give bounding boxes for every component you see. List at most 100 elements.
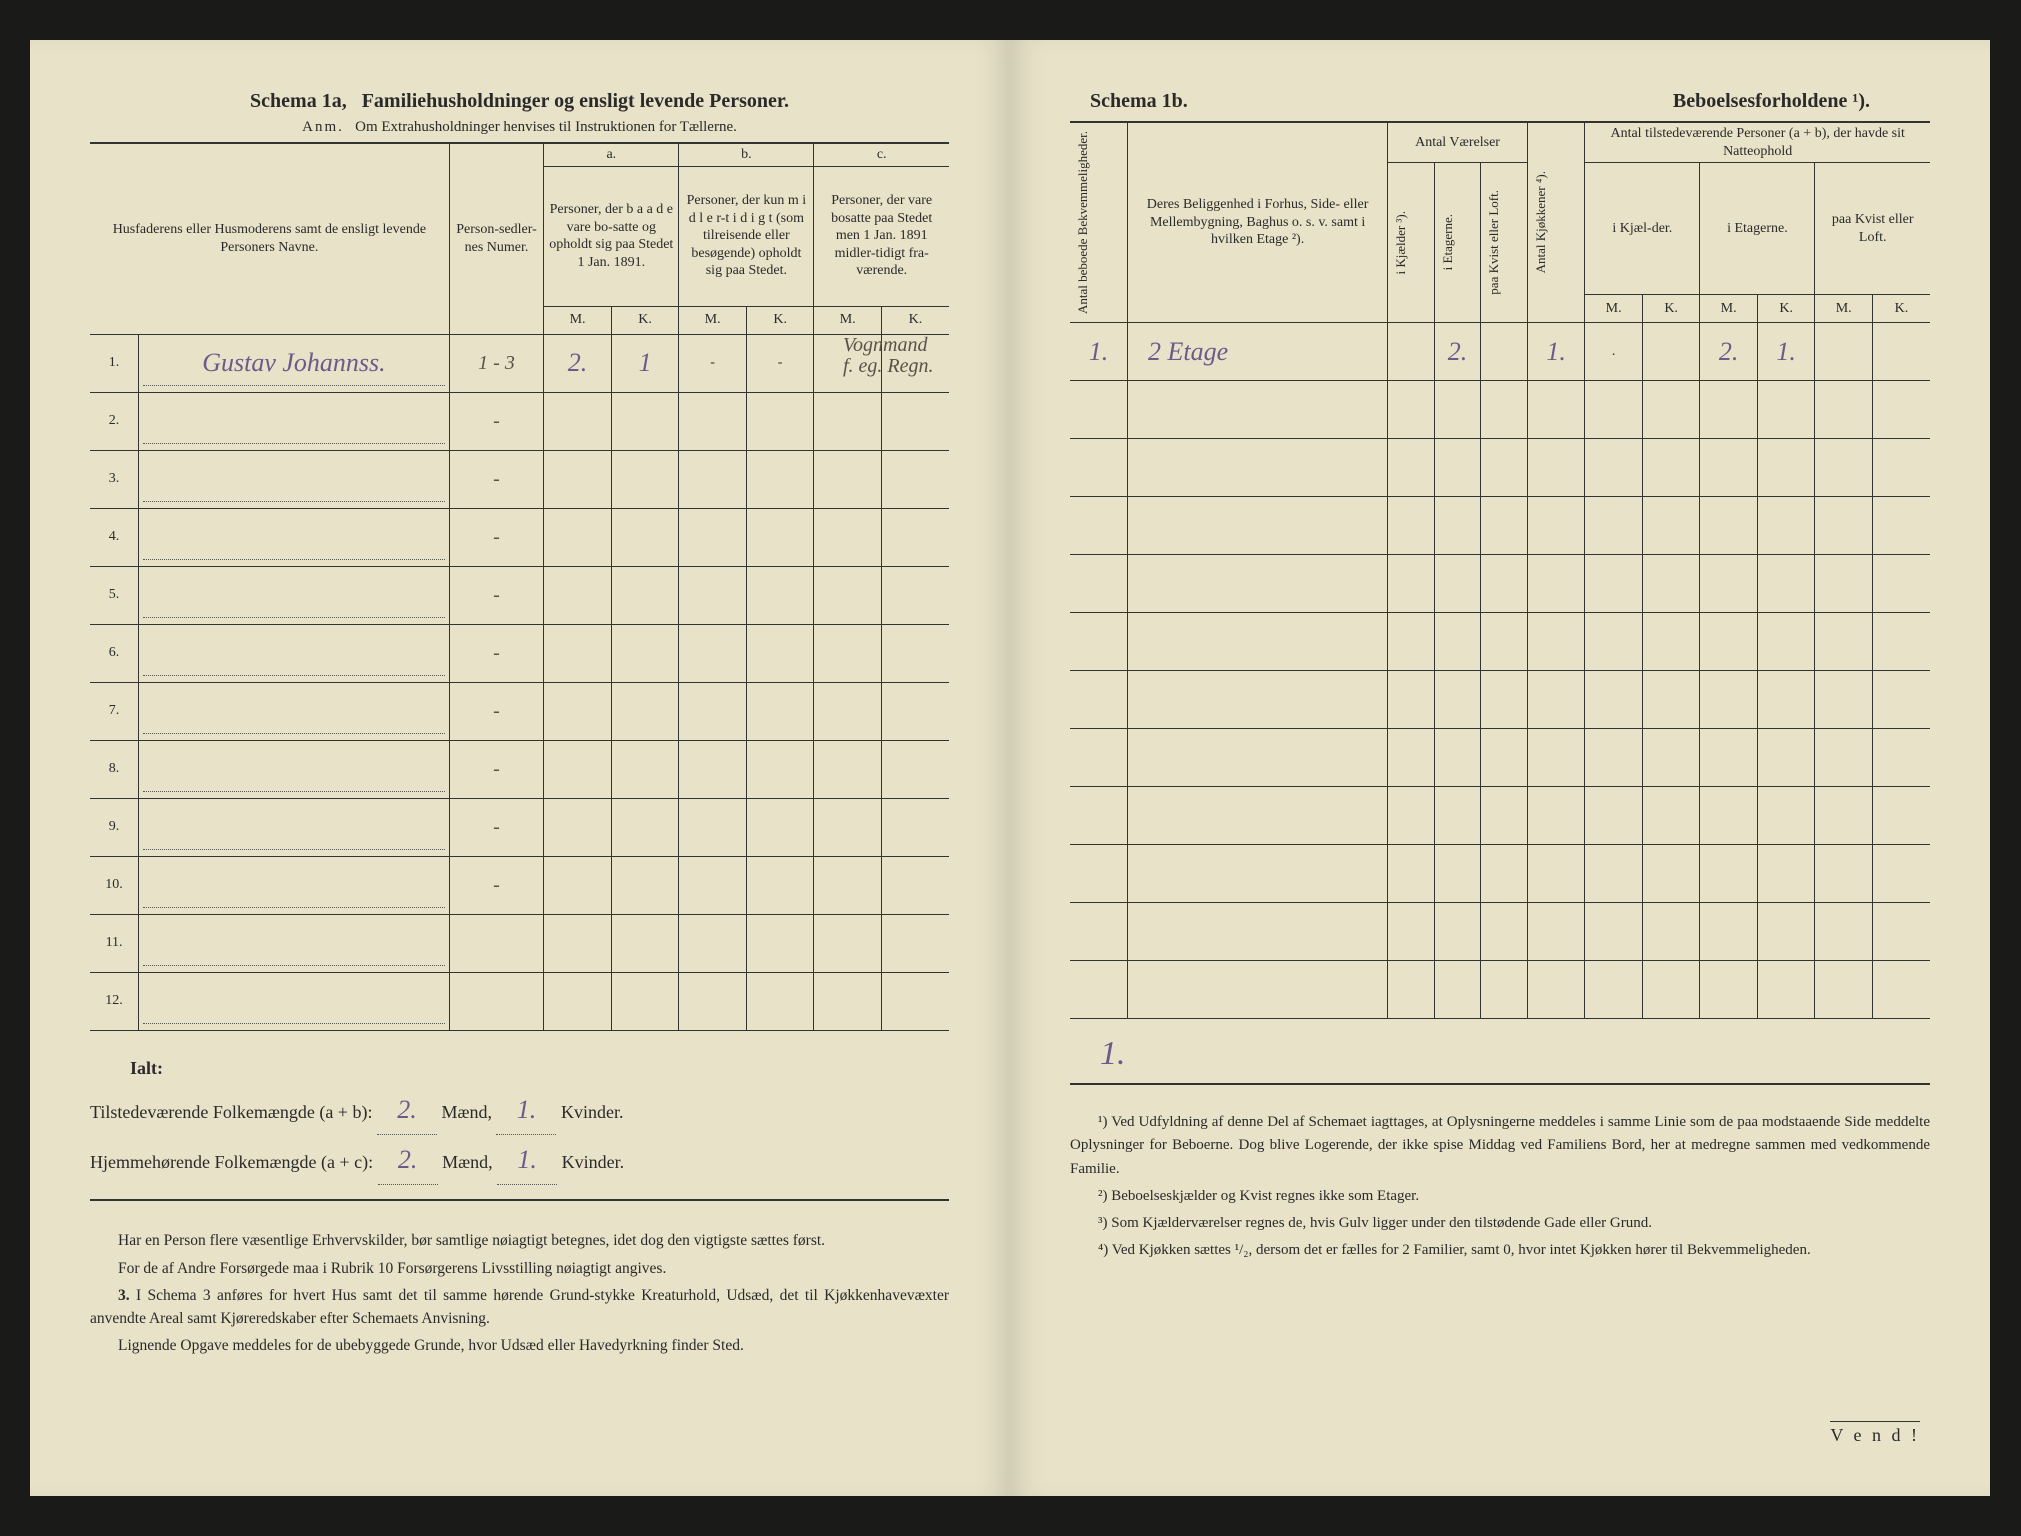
numer-cell: -: [449, 682, 544, 740]
name-cell: [139, 508, 450, 566]
numer-cell: -: [449, 566, 544, 624]
th-cm: M.: [814, 306, 882, 334]
bm-cell: [679, 856, 747, 914]
numer-cell: [449, 914, 544, 972]
ak-cell: [611, 914, 679, 972]
ck-cell: [881, 624, 949, 682]
bk-cell: [746, 972, 814, 1030]
am-cell: [544, 972, 612, 1030]
table-row: [1070, 787, 1930, 845]
maend-1: Mænd,: [441, 1102, 492, 1122]
nkm-cell: .: [1585, 323, 1643, 381]
th-ak: K.: [611, 306, 679, 334]
row-number: 4.: [90, 508, 139, 566]
table-row: [1070, 671, 1930, 729]
bm-cell: [679, 798, 747, 856]
bm-cell: [679, 740, 747, 798]
margin-note: Vognmandf. eg. Regn.: [843, 335, 953, 377]
am-cell: [544, 624, 612, 682]
vend-label: V e n d !: [1830, 1421, 1920, 1446]
table-row: 2. -: [90, 392, 949, 450]
foot-p2: For de af Andre Forsørgede maa i Rubrik …: [90, 1257, 949, 1280]
foot-p4: Lignende Opgave meddeles for de ubebygge…: [90, 1334, 949, 1357]
name-cell: [139, 682, 450, 740]
right-total: 1.: [1100, 1035, 1930, 1073]
table-row: 10. -: [90, 856, 949, 914]
schema-1b-table: Antal beboede Bekvemmeligheder. Deres Be…: [1070, 122, 1930, 1019]
th-b: Personer, der kun m i d l e r-t i d i g …: [679, 166, 814, 306]
kvinder-2: Kvinder.: [562, 1152, 625, 1172]
ck-cell: [881, 972, 949, 1030]
th-b-label: b.: [679, 144, 814, 167]
ck-cell: [881, 914, 949, 972]
nek-cell: 1.: [1757, 323, 1815, 381]
vkj-cell: [1388, 323, 1435, 381]
cm-cell: [814, 450, 882, 508]
bm-cell: [679, 624, 747, 682]
row-number: 6.: [90, 624, 139, 682]
th-nek: K.: [1757, 295, 1815, 323]
table-row: 3. -: [90, 450, 949, 508]
tilst-k: 1.: [496, 1085, 556, 1135]
am-cell: [544, 450, 612, 508]
name-cell: [139, 740, 450, 798]
right-title-text: Beboelsesforholdene ¹).: [1673, 90, 1870, 113]
th-bk: K.: [746, 306, 814, 334]
foot-p3-num: 3.: [118, 1287, 130, 1304]
cm-cell: [814, 972, 882, 1030]
ak-cell: [611, 798, 679, 856]
am-cell: [544, 856, 612, 914]
cm-cell: [814, 682, 882, 740]
th-bekvem: Antal beboede Bekvemmeligheder.: [1070, 123, 1128, 323]
th-ck: K.: [881, 306, 949, 334]
numer-cell: -: [449, 856, 544, 914]
table-row: 12.: [90, 972, 949, 1030]
name-cell: Gustav Johannss.: [139, 334, 450, 392]
table-row: [1070, 729, 1930, 787]
fn2: ²) Beboelseskjælder og Kvist regnes ikke…: [1070, 1185, 1930, 1208]
left-title-text: Familiehusholdninger og ensligt levende …: [362, 90, 789, 112]
table-row: [1070, 381, 1930, 439]
table-row: 1. 2 Etage 2. 1. . 2. 1.: [1070, 323, 1930, 381]
tilst-label: Tilstedeværende Folkemængde (a + b):: [90, 1102, 372, 1122]
vet-cell: 2.: [1434, 323, 1481, 381]
bk-cell: [746, 624, 814, 682]
row-number: 8.: [90, 740, 139, 798]
ak-cell: [611, 856, 679, 914]
name-cell: [139, 566, 450, 624]
th-a-label: a.: [544, 144, 679, 167]
cm-cell: [814, 856, 882, 914]
table-row: 1. Gustav Johannss. 1 - 3 2. 1 - - - -Vo…: [90, 334, 949, 392]
nvm-cell: [1815, 323, 1873, 381]
ak-cell: [611, 450, 679, 508]
numer-cell: -: [449, 740, 544, 798]
numer-cell: -: [449, 624, 544, 682]
schema-1a-label: Schema 1a,: [250, 90, 347, 112]
th-bm: M.: [679, 306, 747, 334]
table-row: [1070, 903, 1930, 961]
bk-cell: -: [746, 334, 814, 392]
am-cell: 2.: [544, 334, 612, 392]
row-number: 11.: [90, 914, 139, 972]
ak-cell: 1: [611, 334, 679, 392]
table-row: 9. -: [90, 798, 949, 856]
fn1: ¹) Ved Udfyldning af denne Del af Schema…: [1070, 1111, 1930, 1181]
am-cell: [544, 508, 612, 566]
table-row: [1070, 845, 1930, 903]
ialt-label: Ialt:: [130, 1058, 163, 1078]
cm-cell: [814, 914, 882, 972]
table-row: 7. -: [90, 682, 949, 740]
ck-cell: [881, 508, 949, 566]
th-nkvist: paa Kvist eller Loft.: [1815, 163, 1930, 295]
table-row: 4. -: [90, 508, 949, 566]
am-cell: [544, 798, 612, 856]
fn3: ³) Som Kjælderværelser regnes de, hvis G…: [1070, 1212, 1930, 1235]
th-vet: i Etagerne.: [1434, 163, 1481, 323]
th-vkj: i Kjælder ³).: [1388, 163, 1435, 323]
cm-cell: [814, 392, 882, 450]
bm-cell: [679, 450, 747, 508]
table-row: [1070, 439, 1930, 497]
numer-cell: -: [449, 392, 544, 450]
ck-cell: [881, 856, 949, 914]
table-row: [1070, 497, 1930, 555]
